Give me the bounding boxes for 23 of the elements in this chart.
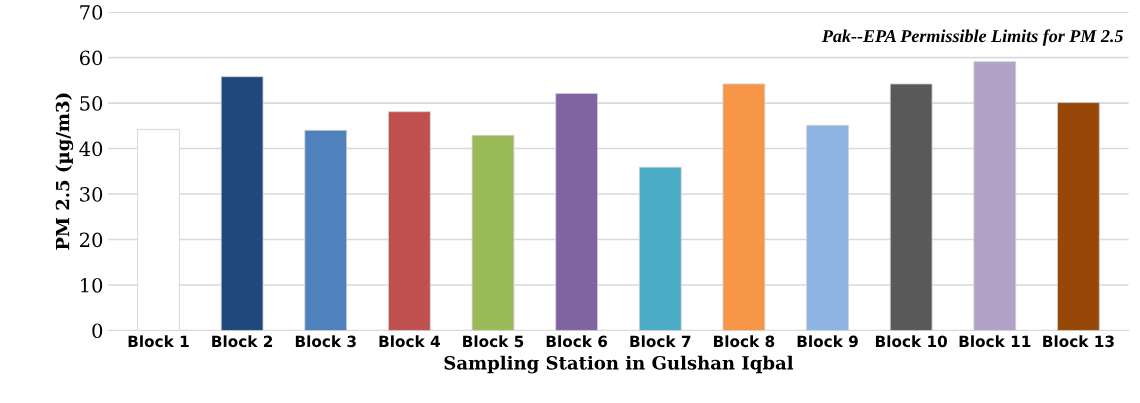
x-tick-label: Block 13 (1043, 335, 1114, 348)
y-axis-title: PM 2.5 (µg/m3) (55, 93, 74, 250)
x-tick-label: Block 8 (714, 335, 775, 348)
annotation: Pak--EPA Permissible Limits for PM 2.5 (821, 29, 1124, 46)
x-tick-label: Block 9 (797, 335, 858, 348)
y-tick-label: 60 (80, 50, 103, 66)
x-tick-label: Block 7 (630, 335, 691, 348)
y-tick-label: 40 (79, 141, 103, 157)
y-tick-label: 0 (92, 323, 103, 339)
y-tick-label: 10 (81, 277, 103, 293)
x-tick-label: Block 5 (463, 335, 524, 348)
x-tick-label: Block 4 (379, 335, 440, 348)
x-tick-label: Block 3 (295, 335, 356, 348)
y-tick-label: 70 (80, 5, 103, 20)
x-tick-label: Block 11 (959, 335, 1031, 348)
x-tick-label: Block 10 (875, 335, 948, 348)
y-tick-label: 50 (80, 96, 103, 111)
x-tick-label: Block 2 (212, 335, 273, 348)
y-tick-label: 30 (80, 186, 103, 202)
y-tick-label: 20 (80, 232, 103, 248)
x-axis-title: Sampling Station in Gulshan Iqbal (444, 355, 794, 374)
x-tick-label: Block 1 (128, 335, 189, 348)
x-tick-label: Block 6 (546, 335, 608, 348)
